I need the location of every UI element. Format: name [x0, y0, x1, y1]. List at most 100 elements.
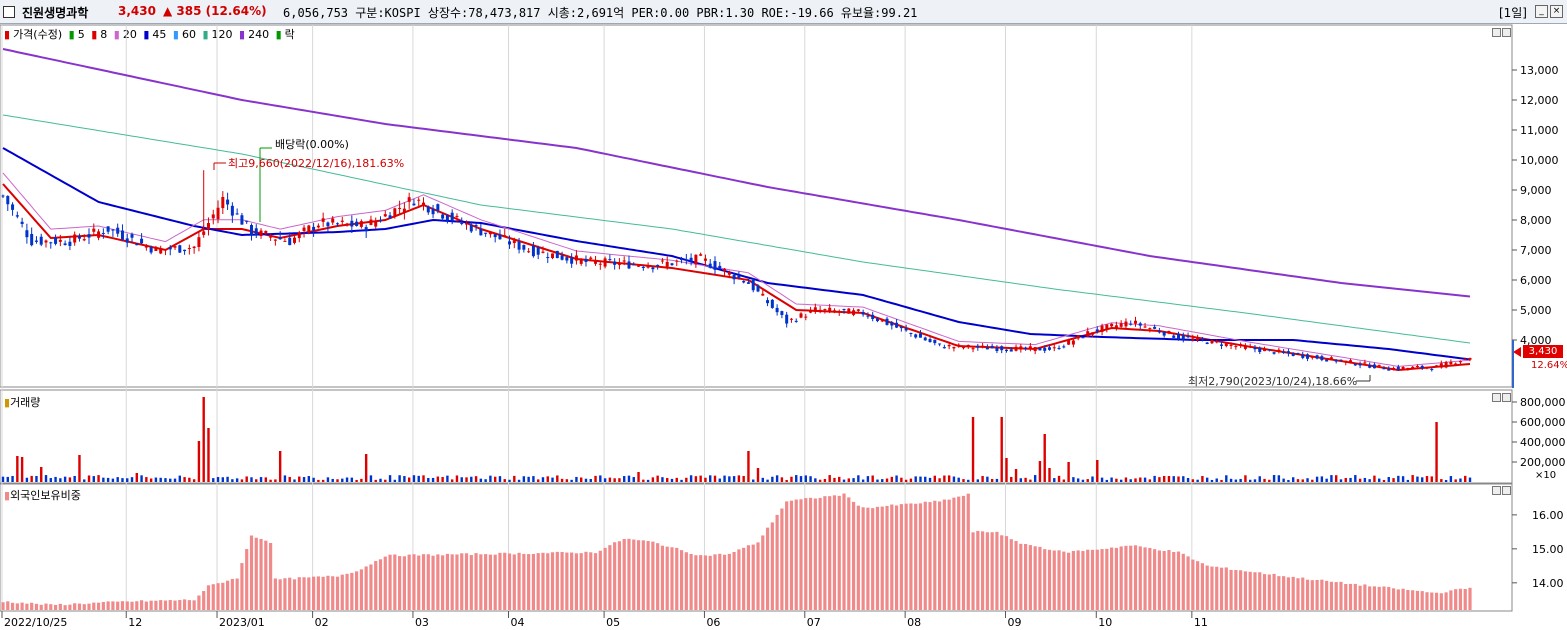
foreign-bar [937, 501, 942, 610]
foreign-bar [96, 602, 101, 610]
volume-bar [465, 477, 468, 482]
candle-body [1468, 357, 1472, 360]
candle-body [359, 221, 363, 227]
panel-max-icon[interactable] [1492, 486, 1501, 495]
volume-bar [6, 476, 9, 482]
foreign-bar [417, 555, 421, 610]
volume-bar [680, 479, 683, 482]
candle-body [837, 311, 841, 313]
period-selector[interactable]: [1일] [1498, 6, 1527, 20]
volume-bar [627, 475, 631, 482]
foreign-bar [832, 495, 837, 610]
volume-bar [699, 475, 702, 482]
foreign-bar [1415, 590, 1420, 610]
current-price: 3,430 [118, 4, 156, 18]
candle-body [63, 243, 67, 245]
price-tick-label: 8,000 [1520, 214, 1552, 227]
select-checkbox[interactable] [3, 6, 15, 18]
volume-bar [1263, 478, 1266, 482]
volume-bar [1162, 475, 1166, 482]
foreign-bar [421, 554, 426, 610]
foreign-bar [794, 499, 798, 610]
candle-body [1200, 338, 1204, 340]
foreign-bar [737, 549, 741, 610]
volume-bar [1363, 477, 1367, 482]
candle-body [660, 260, 664, 262]
volume-bar [159, 477, 162, 482]
foreign-bar [722, 554, 727, 610]
candle-body [455, 215, 459, 217]
volume-bar [637, 472, 640, 482]
volume-bar [1320, 476, 1324, 482]
candle-body [1114, 325, 1118, 328]
foreign-bar [1105, 548, 1109, 610]
candle-body [560, 255, 564, 260]
volume-bar [1444, 479, 1448, 482]
candle-body [1157, 331, 1161, 333]
foreign-title: ▮외국인보유비중 [4, 489, 81, 502]
foreign-bar [278, 579, 282, 610]
foreign-bar [1100, 549, 1104, 610]
candle-body [1215, 341, 1219, 343]
panel-close-icon[interactable] [1502, 486, 1511, 495]
foreign-bar [44, 603, 48, 610]
panel-close-icon[interactable] [1502, 28, 1511, 37]
volume-bar [312, 477, 315, 482]
volume-bar [68, 477, 72, 482]
candle-body [1272, 352, 1276, 354]
x-tick-label: 05 [606, 616, 620, 629]
volume-bar [799, 476, 803, 482]
volume-bar [188, 477, 191, 482]
panel-max-icon[interactable] [1492, 28, 1501, 37]
volume-bar [135, 473, 138, 482]
volume-bar [1339, 479, 1343, 482]
candle-body [1229, 344, 1233, 346]
volume-bar [842, 479, 846, 482]
foreign-bar [441, 555, 445, 610]
candle-body [269, 236, 273, 238]
x-tick-label: 03 [415, 616, 429, 629]
foreign-bar [1258, 572, 1262, 610]
candle-body [1310, 356, 1314, 358]
candle-body [1282, 352, 1286, 354]
foreign-bar [1215, 566, 1219, 610]
candle-body [58, 239, 62, 242]
candle-body [1047, 347, 1051, 350]
volume-tick-label: 400,000 [1520, 436, 1566, 449]
panel-close-icon[interactable] [1502, 393, 1511, 402]
foreign-bar [159, 600, 163, 610]
volume-bar [1220, 479, 1223, 482]
candle-body [97, 231, 101, 238]
volume-bar [192, 479, 196, 482]
minimize-icon[interactable]: _ [1535, 5, 1548, 18]
foreign-bar [297, 577, 301, 610]
volume-bar [1459, 478, 1462, 482]
foreign-bar [818, 497, 822, 610]
foreign-bar [1439, 593, 1443, 610]
volume-bar [1119, 479, 1123, 482]
foreign-bar [488, 554, 493, 610]
volume-panel-frame [0, 389, 1513, 484]
foreign-bar [627, 538, 631, 610]
volume-bar [1421, 477, 1424, 482]
volume-bar [212, 478, 215, 482]
candle-body [766, 300, 770, 304]
volume-bar [881, 479, 884, 482]
volume-bar [489, 475, 492, 482]
volume-bar [1358, 478, 1362, 482]
volume-bar [589, 478, 592, 482]
close-icon[interactable]: × [1550, 5, 1563, 18]
candle-body [206, 223, 210, 230]
price-tick-label: 11,000 [1520, 124, 1559, 137]
foreign-bar [1124, 545, 1128, 610]
panel-max-icon[interactable] [1492, 393, 1501, 402]
candle-body [579, 258, 583, 264]
candle-body [1415, 366, 1419, 368]
foreign-bar [230, 578, 234, 610]
x-tick-label: 2022/10/25 [4, 616, 67, 629]
foreign-bar [808, 497, 813, 610]
candle-body [718, 265, 722, 269]
candle-body [1009, 349, 1013, 352]
legend-item: ▮ [91, 28, 98, 41]
